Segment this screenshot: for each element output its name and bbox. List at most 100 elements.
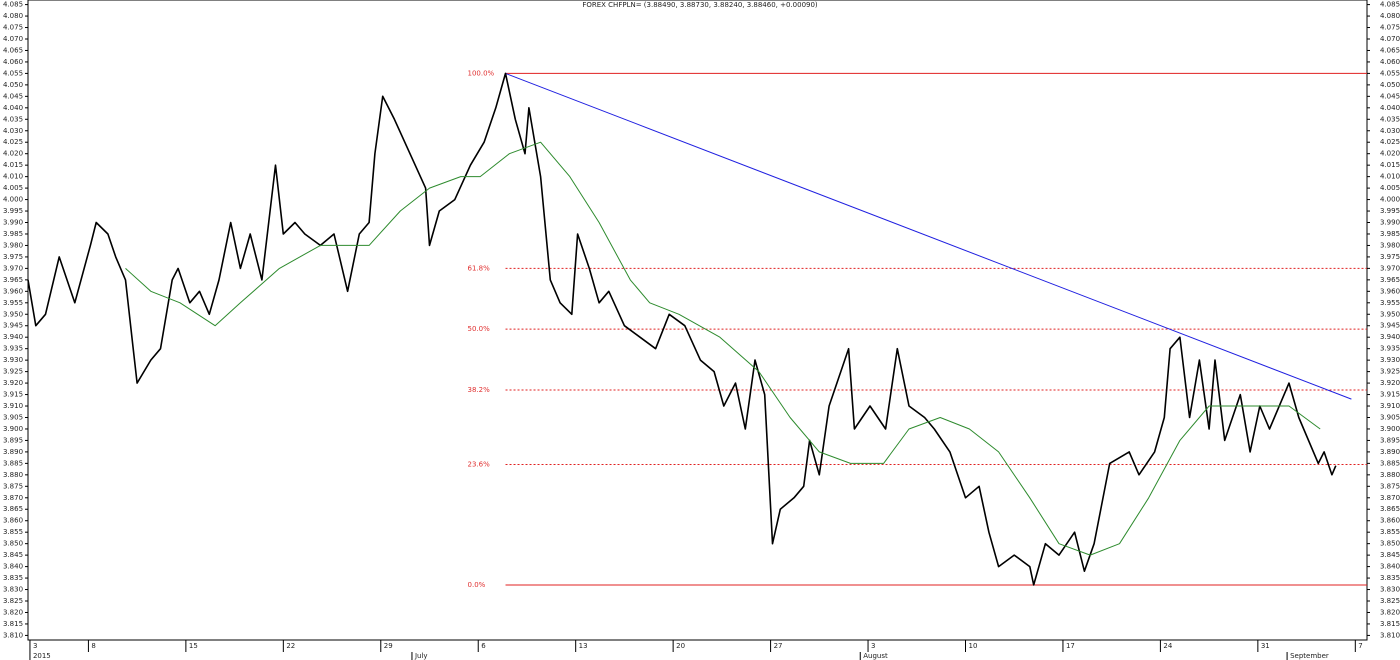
fib-label: 61.8% — [468, 264, 491, 272]
y2-tick-label: 3.855 — [1380, 528, 1400, 536]
y2-tick-label: 3.895 — [1380, 436, 1400, 444]
y2-tick-label: 4.030 — [1380, 127, 1400, 135]
y-tick-label: 3.850 — [3, 540, 23, 548]
x-tick-label: 29 — [384, 642, 393, 650]
y2-tick-label: 3.900 — [1380, 425, 1400, 433]
plot-frame — [27, 0, 1368, 641]
y-tick-label: 3.885 — [3, 459, 23, 467]
y-tick-label: 3.865 — [3, 505, 23, 513]
y2-tick-label: 3.915 — [1380, 391, 1400, 399]
y-tick-label: 3.925 — [3, 368, 23, 376]
y2-tick-label: 3.955 — [1380, 299, 1400, 307]
y2-tick-label: 3.995 — [1380, 207, 1400, 215]
y2-tick-label: 3.980 — [1380, 241, 1400, 249]
fib-label: 100.0% — [468, 69, 495, 77]
fib-label: 38.2% — [468, 386, 491, 394]
y2-tick-label: 3.835 — [1380, 574, 1400, 582]
y2-tick-label: 4.010 — [1380, 173, 1400, 181]
y-tick-label: 4.080 — [3, 12, 23, 20]
y-tick-label: 4.000 — [3, 196, 23, 204]
x-tick-label: 7 — [1358, 642, 1362, 650]
y-tick-label: 3.830 — [3, 586, 23, 594]
y-tick-label: 3.990 — [3, 219, 23, 227]
fib-label: 50.0% — [468, 325, 491, 333]
y-tick-label: 3.880 — [3, 471, 23, 479]
y-tick-label: 3.860 — [3, 517, 23, 525]
x-tick-label: 13 — [579, 642, 588, 650]
y2-tick-label: 3.840 — [1380, 563, 1400, 571]
month-label: September — [1290, 652, 1329, 660]
y-tick-label: 3.915 — [3, 391, 23, 399]
x-tick-label: 15 — [189, 642, 198, 650]
y-tick-label: 3.985 — [3, 230, 23, 238]
y2-tick-label: 3.970 — [1380, 264, 1400, 272]
x-tick-label: 31 — [1261, 642, 1270, 650]
y2-tick-label: 3.875 — [1380, 482, 1400, 490]
y-tick-label: 3.895 — [3, 436, 23, 444]
y2-tick-label: 3.885 — [1380, 459, 1400, 467]
y-tick-label: 3.875 — [3, 482, 23, 490]
x-tick-label: 22 — [286, 642, 295, 650]
y-tick-label: 3.825 — [3, 597, 23, 605]
x-tick-label: 8 — [91, 642, 95, 650]
y2-tick-label: 4.020 — [1380, 150, 1400, 158]
y2-tick-label: 4.080 — [1380, 12, 1400, 20]
y2-tick-label: 3.905 — [1380, 413, 1400, 421]
y-tick-label: 3.855 — [3, 528, 23, 536]
y-tick-label: 3.940 — [3, 333, 23, 341]
x-tick-label: 6 — [481, 642, 486, 650]
y-tick-label: 3.845 — [3, 551, 23, 559]
y2-tick-label: 3.935 — [1380, 345, 1400, 353]
y-tick-label: 3.870 — [3, 494, 23, 502]
y2-tick-label: 3.975 — [1380, 253, 1400, 261]
y2-tick-label: 3.965 — [1380, 276, 1400, 284]
y-tick-label: 3.965 — [3, 276, 23, 284]
y2-tick-label: 3.945 — [1380, 322, 1400, 330]
y2-tick-label: 4.065 — [1380, 46, 1400, 54]
price-line — [27, 72, 1337, 586]
y2-tick-label: 3.810 — [1380, 631, 1400, 639]
y-tick-label: 4.070 — [3, 35, 23, 43]
y2-tick-label: 3.960 — [1380, 287, 1400, 295]
y-tick-label: 4.030 — [3, 127, 23, 135]
y2-tick-label: 4.055 — [1380, 69, 1400, 77]
y-tick-label: 3.960 — [3, 287, 23, 295]
y2-tick-label: 3.845 — [1380, 551, 1400, 559]
y2-tick-label: 4.040 — [1380, 104, 1400, 112]
month-label: 2015 — [33, 652, 51, 660]
y-tick-label: 3.970 — [3, 264, 23, 272]
y2-tick-label: 4.035 — [1380, 115, 1400, 123]
y2-tick-label: 3.985 — [1380, 230, 1400, 238]
y2-tick-label: 4.045 — [1380, 92, 1400, 100]
y-tick-label: 4.055 — [3, 69, 23, 77]
y-tick-label: 4.045 — [3, 92, 23, 100]
y2-tick-label: 3.940 — [1380, 333, 1400, 341]
x-tick-label: 24 — [1163, 642, 1172, 650]
y2-tick-label: 3.820 — [1380, 608, 1400, 616]
x-tick-label: 17 — [1066, 642, 1075, 650]
y2-tick-label: 4.085 — [1380, 1, 1400, 9]
y2-tick-label: 3.825 — [1380, 597, 1400, 605]
y-tick-label: 4.085 — [3, 1, 23, 9]
y-tick-label: 3.890 — [3, 448, 23, 456]
y-tick-label: 3.930 — [3, 356, 23, 364]
x-tick-label: 27 — [774, 642, 783, 650]
y2-tick-label: 4.015 — [1380, 161, 1400, 169]
y-tick-label: 3.900 — [3, 425, 23, 433]
y-tick-label: 3.910 — [3, 402, 23, 410]
y-tick-label: 3.935 — [3, 345, 23, 353]
y-tick-label: 3.835 — [3, 574, 23, 582]
y-tick-label: 3.980 — [3, 241, 23, 249]
y-tick-label: 4.040 — [3, 104, 23, 112]
y2-tick-label: 3.865 — [1380, 505, 1400, 513]
y-tick-label: 3.950 — [3, 310, 23, 318]
y-tick-label: 3.905 — [3, 413, 23, 421]
y-tick-label: 3.920 — [3, 379, 23, 387]
y-tick-label: 4.010 — [3, 173, 23, 181]
y-tick-label: 4.065 — [3, 46, 23, 54]
y2-tick-label: 3.910 — [1380, 402, 1400, 410]
y-tick-label: 3.810 — [3, 631, 23, 639]
y2-tick-label: 3.870 — [1380, 494, 1400, 502]
